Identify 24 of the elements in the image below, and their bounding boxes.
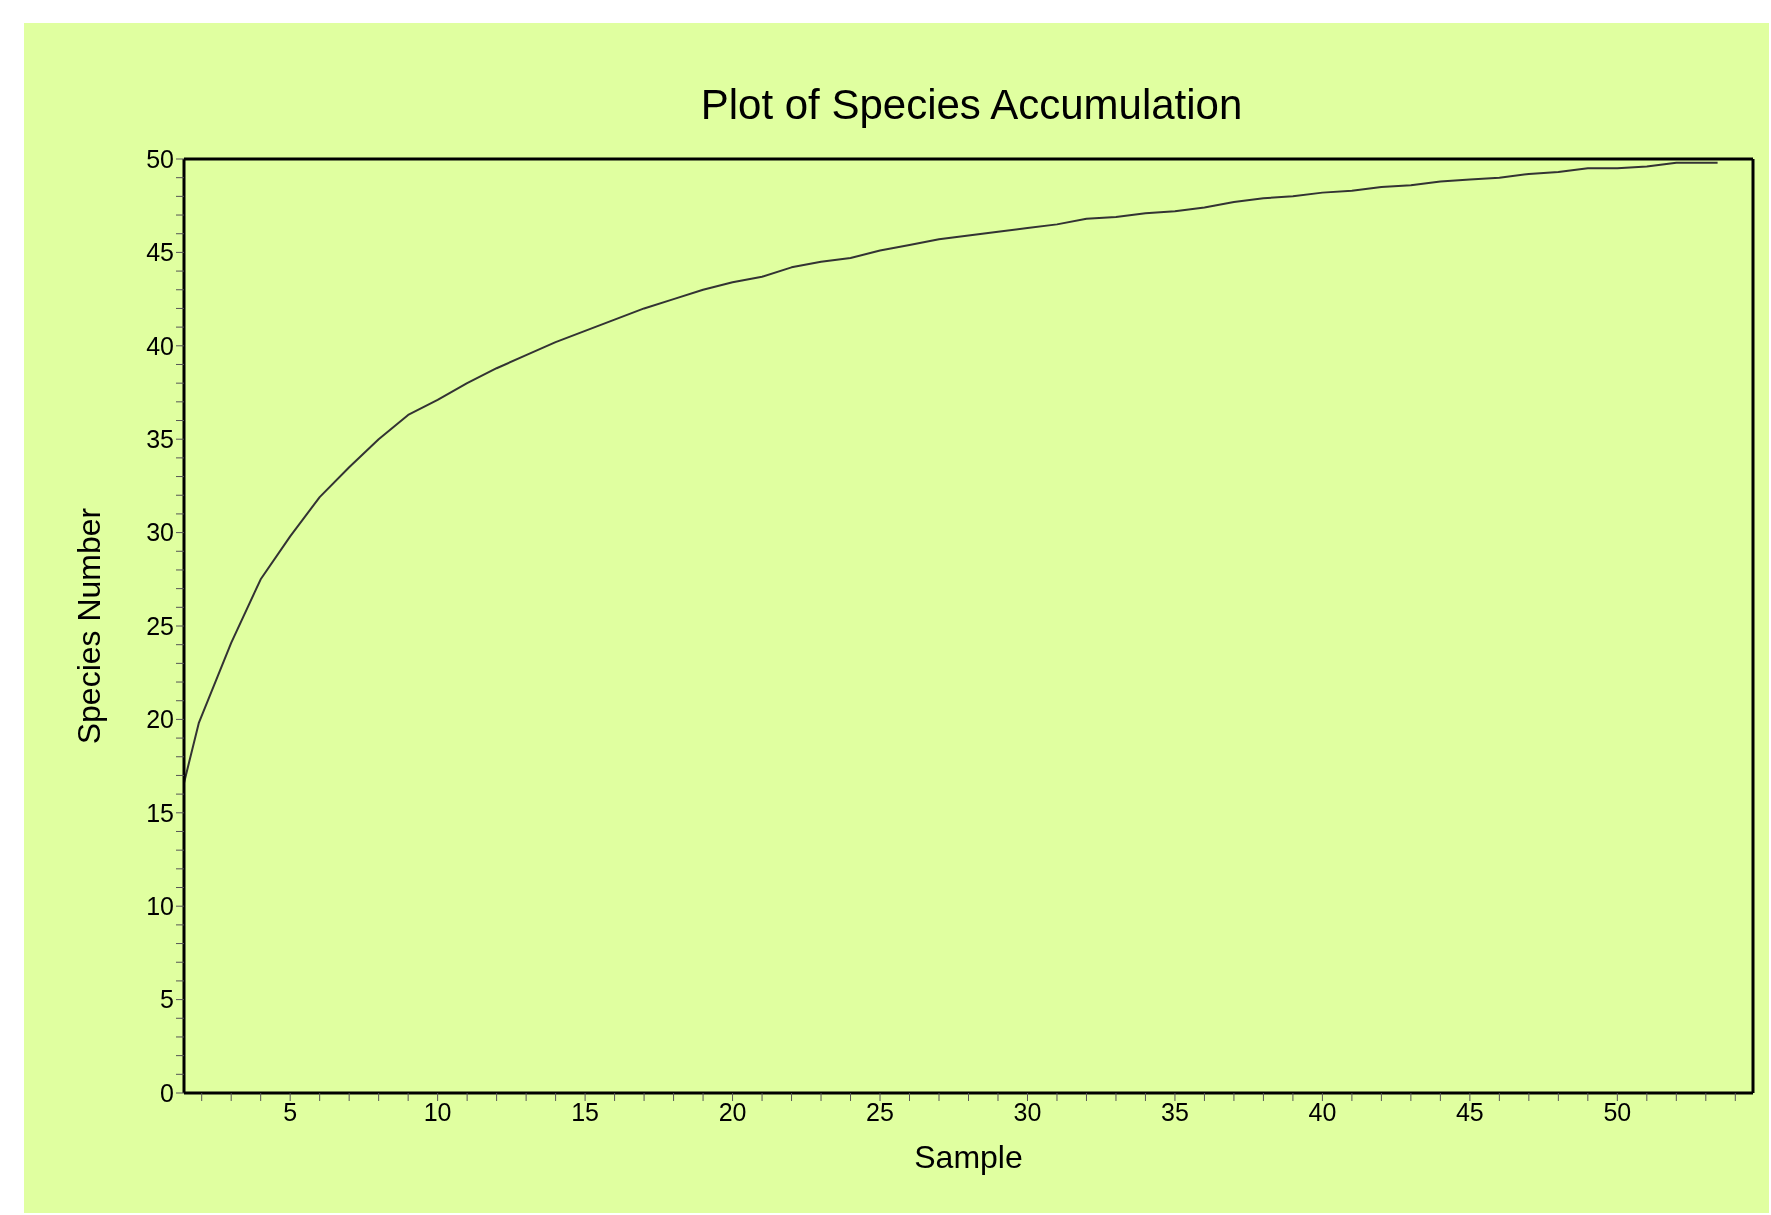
- y-tick-label: 40: [146, 331, 174, 360]
- y-tick-label: 45: [146, 238, 174, 267]
- x-tick-label: 5: [283, 1097, 298, 1126]
- chart-title: Plot of Species Accumulation: [700, 81, 1243, 129]
- y-tick-label: 30: [146, 518, 174, 547]
- x-tick-label: 45: [1455, 1097, 1484, 1126]
- x-tick-label: 40: [1308, 1097, 1337, 1126]
- x-tick-label: 20: [718, 1097, 747, 1126]
- x-tick-label: 35: [1161, 1097, 1189, 1126]
- y-tick-label: 10: [146, 892, 174, 921]
- y-tick-label: 25: [146, 611, 174, 640]
- y-tick-label: 35: [146, 425, 174, 454]
- y-tick-label: 5: [160, 985, 174, 1014]
- x-axis-title: Sample: [914, 1139, 1023, 1175]
- y-tick-label: 20: [146, 705, 174, 734]
- x-tick-label: 25: [866, 1097, 894, 1126]
- x-tick-label: 10: [423, 1097, 452, 1126]
- y-tick-label: 15: [146, 798, 174, 827]
- y-tick-label: 0: [160, 1078, 174, 1107]
- x-tick-label: 50: [1603, 1097, 1632, 1126]
- x-tick-label: 30: [1013, 1097, 1042, 1126]
- y-tick-label: 50: [146, 144, 174, 173]
- y-axis-title: Species Number: [71, 507, 108, 745]
- x-tick-label: 15: [571, 1097, 599, 1126]
